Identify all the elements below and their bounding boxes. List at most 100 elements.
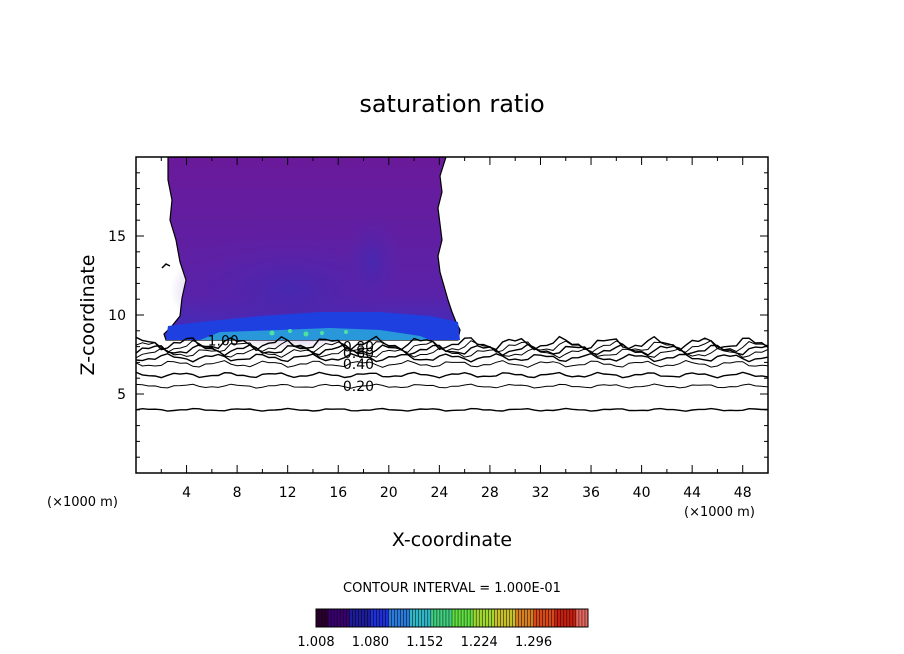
colorbar-segment (400, 609, 404, 627)
x-tick-label: 28 (481, 485, 499, 501)
colorbar-tick-label: 1.008 (297, 635, 334, 650)
colorbar-segment (554, 609, 559, 627)
contour-label: 0.60 (343, 346, 374, 362)
contour-label: 1.00 (208, 333, 239, 349)
x-tick-labels: 4 8 12 16 20 24 28 32 36 40 44 48 (182, 485, 752, 501)
colorbar-segment (403, 609, 407, 627)
colorbar-segment (340, 609, 344, 627)
colorbar-segment (482, 609, 486, 627)
colorbar-segment (467, 609, 471, 627)
contour-label: 0.20 (343, 379, 374, 395)
colorbar-segment (485, 609, 489, 627)
colorbar-segment (358, 609, 362, 627)
colorbar-segment (503, 609, 507, 627)
colorbar (315, 608, 589, 628)
contour-interval-text: CONTOUR INTERVAL = 1.000E-01 (343, 581, 561, 596)
colorbar-segment (455, 609, 459, 627)
colorbar-segment (325, 609, 329, 627)
colorbar-segment (515, 609, 519, 627)
colorbar-segment (461, 609, 465, 627)
y-tick-label: 10 (108, 308, 126, 324)
colorbar-tick-label: 1.224 (461, 635, 498, 650)
colorbar-frame (315, 608, 589, 628)
colorbar-segment (427, 609, 432, 627)
colorbar-segment (578, 609, 583, 627)
colorbar-segment (476, 609, 480, 627)
colorbar-segment (448, 609, 453, 627)
colorbar-segment (397, 609, 401, 627)
colorbar-segment (530, 609, 534, 627)
chart-title: saturation ratio (359, 90, 544, 118)
colorbar-segment (343, 609, 347, 627)
x-tick-label: 48 (734, 485, 752, 501)
colorbar-segment (569, 609, 574, 627)
contour-line (136, 347, 768, 359)
colorbar-segment (439, 609, 444, 627)
colorbar-segment (452, 609, 456, 627)
y-tick-label: 15 (108, 229, 126, 245)
colorbar-segment (557, 609, 562, 627)
cloud-field (161, 157, 461, 350)
colorbar-segment (316, 609, 320, 627)
colorbar-tick-label: 1.152 (406, 635, 443, 650)
contour-line (136, 371, 768, 379)
colorbar-segment (458, 609, 462, 627)
green-cells (269, 329, 348, 337)
x-axis-label: X-coordinate (392, 529, 512, 551)
colorbar-segment (394, 609, 398, 627)
colorbar-segment (542, 609, 546, 627)
x-tick-label: 12 (279, 485, 297, 501)
colorbar-segment (319, 609, 323, 627)
colorbar-segment (551, 609, 556, 627)
colorbar-segment (548, 609, 553, 627)
colorbar-segment (488, 609, 492, 627)
axis-ticks (136, 157, 769, 473)
colorbar-segment (409, 609, 414, 627)
colorbar-segment (518, 609, 522, 627)
colorbar-segment (373, 609, 377, 627)
colorbar-segment (470, 609, 474, 627)
colorbar-segment (509, 609, 513, 627)
colorbar-segment (406, 609, 410, 627)
contour-label: 0.80 (343, 340, 374, 356)
contour-line (136, 352, 768, 363)
colorbar-segment (367, 609, 371, 627)
colorbar-segment (533, 609, 537, 627)
colorbar-segment (527, 609, 531, 627)
colorbar-segment (364, 609, 368, 627)
colorbar-segment (361, 609, 365, 627)
colorbar-segment (379, 609, 383, 627)
x-tick-label: 4 (182, 485, 191, 501)
colorbar-segment (464, 609, 468, 627)
x-tick-label: 44 (683, 485, 701, 501)
colorbar-segment (500, 609, 504, 627)
x-axis-units: (×1000 m) (684, 505, 755, 520)
colorbar-segment (442, 609, 447, 627)
colorbar-segment (497, 609, 501, 627)
colorbar-segment (566, 609, 571, 627)
colorbar-segment (328, 609, 332, 627)
contour-line (136, 339, 768, 354)
colorbar-segment (563, 609, 568, 627)
colorbar-segment (382, 609, 386, 627)
y-tick-labels: 5 10 15 (108, 229, 126, 403)
colorbar-segment (346, 609, 350, 627)
colorbar-segment (412, 609, 417, 627)
colorbar-tick-label: 1.296 (515, 635, 552, 650)
colorbar-segment (545, 609, 550, 627)
contour-lines (136, 335, 768, 412)
colorbar-segment (581, 609, 586, 627)
colorbar-tick-labels: 1.008 1.080 1.152 1.224 1.296 (297, 635, 552, 650)
colorbar-segment (473, 609, 477, 627)
colorbar-segment (418, 609, 423, 627)
x-tick-label: 40 (633, 485, 651, 501)
colorbar-segment (433, 609, 438, 627)
colorbar-segment (415, 609, 420, 627)
colorbar-segment (349, 609, 353, 627)
colorbar-segment (385, 609, 389, 627)
colorbar-segment (391, 609, 395, 627)
colorbar-segment (560, 609, 565, 627)
x-tick-label: 36 (582, 485, 600, 501)
colorbar-segment (584, 609, 589, 627)
y-tick-label: 5 (117, 387, 126, 403)
